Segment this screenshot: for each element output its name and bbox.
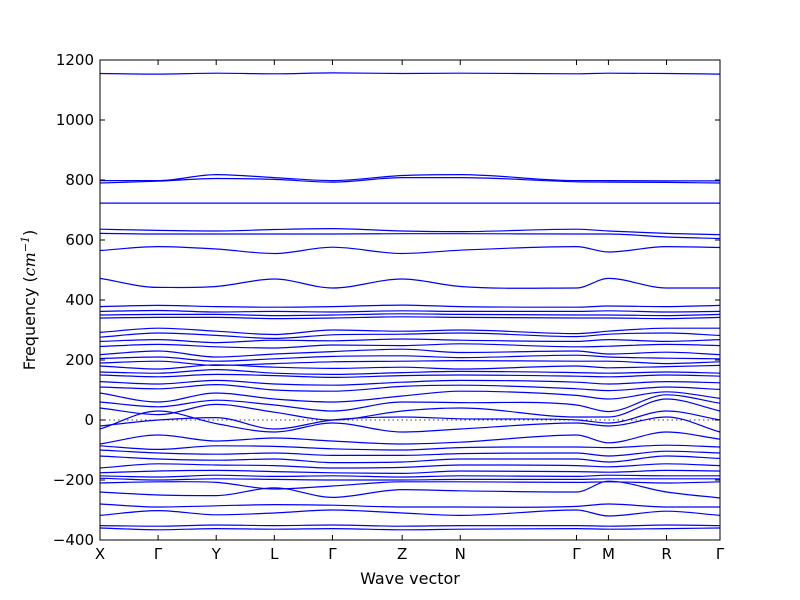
y-tick-label: −400 [53,531,94,549]
band-line-19 [100,364,720,370]
x-tick-label: Z [397,545,407,563]
y-tick-label: 200 [65,351,94,369]
band-line-36 [100,477,720,481]
band-line-24 [100,390,720,403]
x-tick-label: R [661,545,671,563]
band-line-7 [100,277,720,289]
band-line-35 [100,474,720,478]
band-line-16 [100,348,720,358]
y-axis-title: Frequency (cm−1) [19,230,39,371]
band-line-28 [100,410,720,433]
band-line-34 [100,469,720,475]
x-tick-label: L [270,545,279,563]
band-line-9 [100,309,720,313]
y-tick-label: 1200 [56,51,94,69]
x-tick-label: Γ [572,545,581,563]
band-line-11 [100,316,720,320]
band-line-1 [100,173,720,182]
y-tick-label: 1000 [56,111,94,129]
band-line-32 [100,455,720,464]
band-line-25 [100,394,720,413]
band-line-42 [100,527,720,531]
y-axis-title-text: Frequency [20,288,39,371]
band-line-31 [100,449,720,457]
band-line-38 [100,480,720,499]
band-line-14 [100,338,720,344]
band-line-12 [100,327,720,336]
y-tick-label: 400 [65,291,94,309]
x-tick-label: N [455,545,466,563]
x-tick-label: Γ [716,545,725,563]
band-line-41 [100,524,720,527]
band-line-6 [100,245,720,255]
x-tick-label: Y [211,545,222,563]
y-axis-unit-open: ( [20,276,39,287]
band-line-26 [100,398,720,421]
band-line-29 [100,431,720,445]
x-tick-label: M [602,545,615,563]
band-line-8 [100,304,720,308]
band-line-23 [100,383,720,392]
band-line-17 [100,354,720,362]
band-line-10 [100,313,720,317]
band-layer [100,72,720,531]
band-line-27 [100,410,720,430]
y-axis-unit-base: cm [20,252,39,276]
band-line-15 [100,343,720,349]
x-tick-label: X [95,545,105,563]
band-line-39 [100,503,720,508]
band-line-33 [100,463,720,469]
band-line-0 [100,72,720,75]
band-line-5 [100,232,720,240]
y-tick-label: 600 [65,231,94,249]
plot-frame [99,59,721,541]
y-tick-label: −200 [53,471,94,489]
band-line-30 [100,444,720,451]
band-line-2 [100,176,720,184]
x-axis-title: Wave vector [360,569,460,588]
y-tick-label: 0 [84,411,94,429]
band-line-20 [100,368,720,376]
band-line-21 [100,373,720,379]
ticks-layer: −400 −200 0 200 400 600 800 1000 1200 X Γ Y L Γ Z N Γ M R Γ [53,51,725,563]
band-line-40 [100,509,720,517]
band-line-4 [100,227,720,236]
x-tick-label: Γ [154,545,163,563]
x-tick-label: Γ [328,545,337,563]
y-axis-unit-exp: −1 [19,236,32,252]
y-axis-unit-close: ) [20,230,39,236]
band-line-22 [100,379,720,386]
y-tick-label: 800 [65,171,94,189]
band-line-13 [100,332,720,340]
